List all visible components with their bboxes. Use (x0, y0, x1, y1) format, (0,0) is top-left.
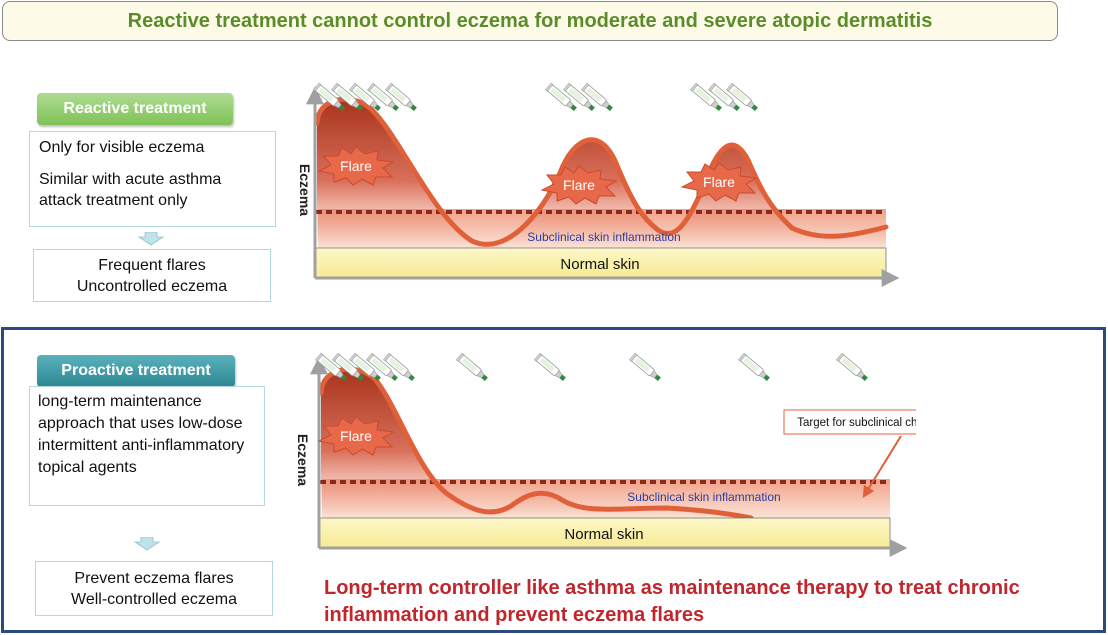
treatment-tubes (312, 82, 760, 114)
inflammation-fill (321, 369, 751, 518)
proactive-result-line1: Prevent eczema flares (74, 570, 234, 587)
normal-skin-label: Normal skin (564, 526, 643, 543)
proactive-description: long-term maintenance approach that uses… (29, 386, 265, 506)
treatment-tubes (314, 352, 870, 384)
flare-burst: Flare (681, 162, 757, 202)
target-callout: Target for subclinical chronic inflammat… (783, 409, 916, 499)
treatment-tube-icon (737, 352, 772, 384)
proactive-diagram: Normal skin Subclinical skin inflammatio… (295, 352, 916, 557)
y-axis-label: Eczema (297, 164, 313, 216)
reactive-result-line1: Frequent flares (98, 257, 206, 274)
down-arrow-icon (138, 232, 164, 246)
proactive-result: Prevent eczema flares Well-controlled ec… (35, 561, 273, 616)
normal-skin-band (314, 247, 887, 278)
title-box: Reactive treatment cannot control eczema… (2, 1, 1058, 41)
reactive-treatment-label: Reactive treatment (37, 93, 233, 125)
target-callout-arrow (862, 435, 902, 499)
normal-skin-label: Normal skin (560, 256, 639, 273)
page-title: Reactive treatment cannot control eczema… (127, 9, 933, 32)
treatment-tube-icon (533, 352, 568, 384)
treatment-tube-icon (628, 352, 663, 384)
target-callout-box (783, 409, 916, 435)
proactive-treatment-label: Proactive treatment (37, 355, 235, 387)
flare-burst: Flare (541, 165, 617, 205)
subclinical-label: Subclinical skin inflammation (627, 490, 780, 504)
flare-label: Flare (340, 428, 372, 444)
eczema-curve (318, 366, 754, 521)
down-arrow-icon (134, 537, 160, 551)
flare-burst: Flare (318, 146, 394, 186)
flare-label: Flare (703, 174, 735, 190)
takeaway-message: Long-term controller like asthma as main… (324, 577, 1020, 626)
reactive-diagram: Normal skin Subclinical skin inflammatio… (297, 82, 900, 287)
flare-burst: Flare (318, 416, 394, 456)
reactive-description: Only for visible eczema Similar with acu… (29, 131, 276, 227)
treatment-tube-icon (455, 352, 490, 384)
y-axis-label: Eczema (295, 434, 311, 486)
proactive-result-line2: Well-controlled eczema (71, 591, 237, 608)
flare-label: Flare (563, 177, 595, 193)
reactive-desc-line2: Similar with acute asthma attack treatme… (39, 171, 222, 209)
reactive-result: Frequent flares Uncontrolled eczema (33, 249, 271, 302)
treatment-tube-icon (835, 352, 870, 384)
reactive-result-line2: Uncontrolled eczema (76, 278, 228, 295)
flare-label: Flare (340, 158, 372, 174)
reactive-desc-line1: Only for visible eczema (39, 139, 205, 156)
proactive-section-frame (1, 327, 1106, 633)
eczema-curve (314, 96, 889, 247)
target-callout-text: Target for subclinical chronic inflammat… (797, 417, 916, 429)
subclinical-label: Subclinical skin inflammation (527, 230, 680, 244)
normal-skin-band (318, 517, 891, 548)
inflammation-fill (317, 99, 886, 248)
